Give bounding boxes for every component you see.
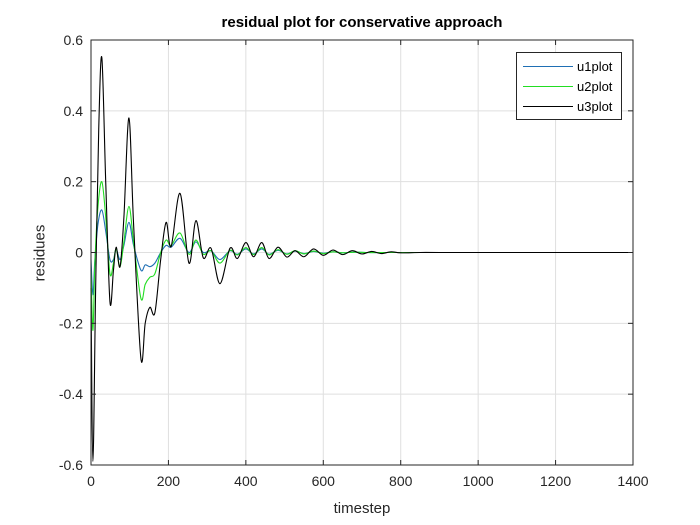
legend-line-icon: [523, 65, 573, 67]
series-line-u2plot: [90, 181, 633, 331]
x-tick-label: 1200: [540, 473, 571, 489]
y-tick-label: 0.2: [64, 174, 84, 190]
y-tick-label: 0.4: [64, 103, 84, 119]
x-tick-label: 0: [87, 473, 95, 489]
x-tick-label: 1000: [463, 473, 494, 489]
y-tick-label: -0.4: [59, 386, 83, 402]
legend-line-icon: [523, 85, 573, 87]
legend-label: u3plot: [577, 98, 613, 114]
legend-label: u1plot: [577, 58, 613, 74]
legend-item-u1: u1plot: [523, 57, 612, 75]
legend-label: u2plot: [577, 78, 613, 94]
x-tick-label: 200: [157, 473, 181, 489]
legend: u1plot u2plot u3plot: [516, 52, 622, 120]
axis-ticks: 0 200 400 600 800 1000 1200 1400 -0.6 -0.4 -0.2 0 0.…: [59, 32, 649, 489]
x-tick-label: 1400: [617, 473, 648, 489]
x-axis-label: timestep: [333, 500, 391, 517]
y-tick-label: -0.6: [59, 457, 83, 473]
y-axis-label: residues: [31, 224, 49, 282]
chart-title: residual plot for conservative approach: [221, 14, 503, 31]
data-series: [90, 55, 633, 463]
y-tick-label: 0.6: [64, 32, 84, 48]
x-tick-label: 600: [312, 473, 336, 489]
y-tick-label: 0: [75, 245, 83, 261]
x-tick-label: 400: [234, 473, 258, 489]
legend-item-u3: u3plot: [523, 97, 612, 115]
legend-item-u2: u2plot: [523, 77, 612, 95]
y-tick-label: -0.2: [59, 315, 83, 331]
series-line-u3plot: [90, 55, 633, 463]
x-tick-label: 800: [389, 473, 413, 489]
legend-line-icon: [523, 105, 573, 107]
